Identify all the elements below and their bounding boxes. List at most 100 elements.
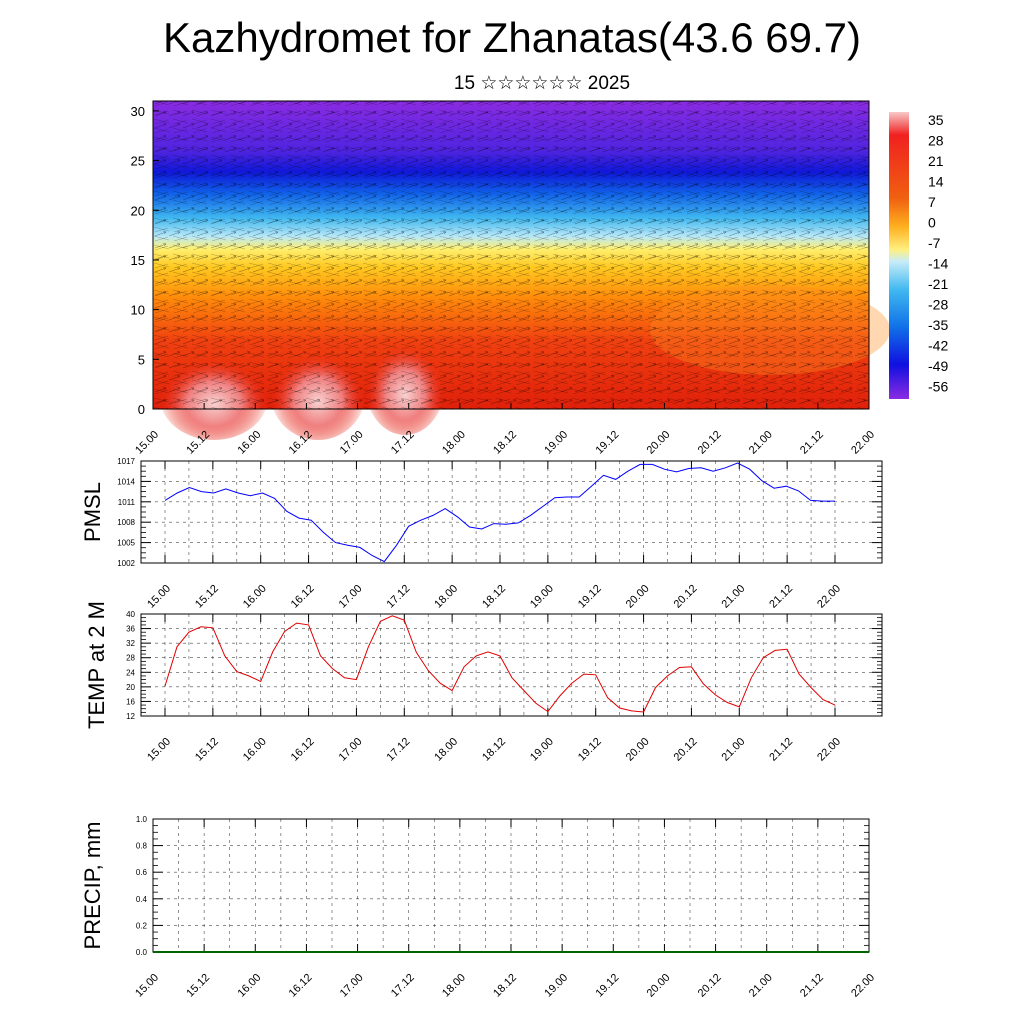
y-tick-label: 20 (126, 683, 135, 692)
colorbar-label: 7 (928, 194, 936, 210)
x-tick-label: 19.00 (542, 972, 570, 1000)
panel-frame (140, 613, 883, 717)
x-tick-label: 19.12 (593, 972, 621, 1000)
x-tick-label: 22.00 (849, 429, 877, 457)
heatmap-y-axis: 0 5 10 15 20 25 30 (131, 104, 159, 417)
x-tick-label: 19.12 (593, 429, 621, 457)
x-tick-label: 22.00 (815, 736, 843, 764)
y-tick-label: 20 (131, 203, 145, 218)
x-tick-label: 18.00 (440, 972, 468, 1000)
y-tick-label: 5 (138, 352, 145, 367)
x-tick-label: 15.00 (145, 736, 173, 764)
x-tick-label: 22.00 (849, 972, 877, 1000)
x-tick-label: 20.12 (696, 429, 724, 457)
y-tick-label: 15 (131, 253, 145, 268)
colorbar-labels: 35 28 21 14 7 0 -7 -14 -21 -28 -35 -42 -49 -56 (928, 112, 948, 395)
y-tick-label: 1.0 (136, 815, 148, 824)
x-tick-label: 20.00 (624, 736, 652, 764)
x-tick-label: 16.00 (241, 583, 269, 611)
y-tick-label: 1002 (117, 559, 135, 568)
x-tick-label: 16.00 (241, 736, 269, 764)
x-tick-label: 17.12 (384, 736, 412, 764)
wind-vectors-secondary (153, 101, 869, 409)
x-tick-label: 18.12 (480, 736, 508, 764)
y-tick-label: 28 (126, 654, 135, 663)
precip-panel: 0.0 0.2 0.4 0.6 0.8 1.0 15.00 15.12 16.00 16.12 17… (80, 815, 877, 1000)
y-tick-label: 25 (131, 154, 145, 169)
y-tick-label: 16 (126, 697, 135, 706)
colorbar-label: 28 (928, 133, 944, 149)
x-tick-label: 20.00 (624, 583, 652, 611)
x-tick-label: 20.00 (645, 429, 673, 457)
x-tick-label: 15.12 (193, 736, 221, 764)
x-tick-label: 16.12 (289, 583, 317, 611)
x-tick-label: 20.00 (645, 972, 673, 1000)
y-tick-label: 0.4 (136, 895, 148, 904)
y-tick-label: 1008 (117, 518, 135, 527)
colorbar-label: -49 (928, 358, 948, 374)
x-tick-label: 15.00 (133, 972, 161, 1000)
x-tick-label: 21.12 (798, 972, 826, 1000)
x-tick-label: 21.00 (747, 972, 775, 1000)
y-tick-label: 0.0 (136, 948, 148, 957)
x-tick-label: 16.12 (289, 736, 317, 764)
x-tick-label: 21.00 (719, 583, 747, 611)
colorbar-label: -35 (928, 317, 948, 333)
y-tick-label: 1011 (118, 498, 136, 507)
x-tick-label: 18.12 (491, 429, 519, 457)
x-tick-label: 19.12 (576, 583, 604, 611)
series-line (164, 615, 836, 713)
x-tick-label: 17.00 (337, 583, 365, 611)
x-tick-label: 20.12 (672, 736, 700, 764)
x-tick-label: 20.12 (672, 583, 700, 611)
x-tick-label: 17.00 (337, 736, 365, 764)
colorbar-label: 14 (928, 174, 944, 190)
x-tick-label: 15.00 (133, 429, 161, 457)
x-tick-label: 18.00 (440, 429, 468, 457)
y-axis-label: PRECIP, mm (80, 822, 105, 950)
colorbar-label: 21 (928, 153, 944, 169)
x-tick-label: 22.00 (815, 583, 843, 611)
colorbar-label: -28 (928, 297, 948, 313)
x-tick-label: 17.12 (389, 972, 417, 1000)
y-tick-label: 0.8 (136, 842, 148, 851)
series-line (164, 462, 835, 563)
y-tick-label: 0 (138, 402, 145, 417)
y-tick-label: 1014 (117, 477, 135, 486)
page-title: Kazhydromet for Zhanatas(43.6 69.7) (162, 14, 862, 61)
y-tick-label: 0.2 (136, 921, 148, 930)
y-tick-label: 30 (131, 104, 145, 119)
y-tick-label: 12 (126, 712, 135, 721)
y-tick-label: 10 (131, 303, 145, 318)
x-tick-label: 17.12 (384, 583, 412, 611)
colorbar-label: -7 (928, 235, 941, 251)
panel-frame (140, 460, 883, 564)
colorbar: 35 28 21 14 7 0 -7 -14 -21 -28 -35 -42 -49 -56 (889, 112, 948, 399)
x-tick-label: 17.00 (338, 972, 366, 1000)
x-tick-label: 21.12 (767, 583, 795, 611)
x-tick-label: 19.00 (528, 736, 556, 764)
x-tick-label: 18.12 (480, 583, 508, 611)
y-tick-label: 0.6 (136, 868, 148, 877)
x-tick-label: 21.12 (767, 736, 795, 764)
y-tick-label: 24 (126, 668, 135, 677)
colorbar-label: -42 (928, 338, 948, 354)
y-tick-label: 40 (126, 610, 135, 619)
colorbar-label: -56 (928, 379, 948, 395)
page-subtitle: 15 ☆☆☆☆☆☆ 2025 (453, 73, 631, 94)
y-tick-label: 36 (126, 625, 135, 634)
x-tick-label: 15.12 (184, 972, 212, 1000)
colorbar-label: 35 (928, 112, 944, 128)
colorbar-ramp (889, 112, 909, 399)
x-tick-label: 21.00 (719, 736, 747, 764)
x-tick-label: 18.00 (432, 736, 460, 764)
colorbar-label: -14 (928, 256, 948, 272)
x-tick-label: 15.12 (193, 583, 221, 611)
y-tick-label: 1017 (117, 457, 135, 466)
y-axis-label: PMSL (80, 482, 105, 542)
x-tick-label: 21.00 (747, 429, 775, 457)
x-tick-label: 21.12 (798, 429, 826, 457)
x-tick-label: 18.00 (432, 583, 460, 611)
x-tick-label: 18.12 (491, 972, 519, 1000)
